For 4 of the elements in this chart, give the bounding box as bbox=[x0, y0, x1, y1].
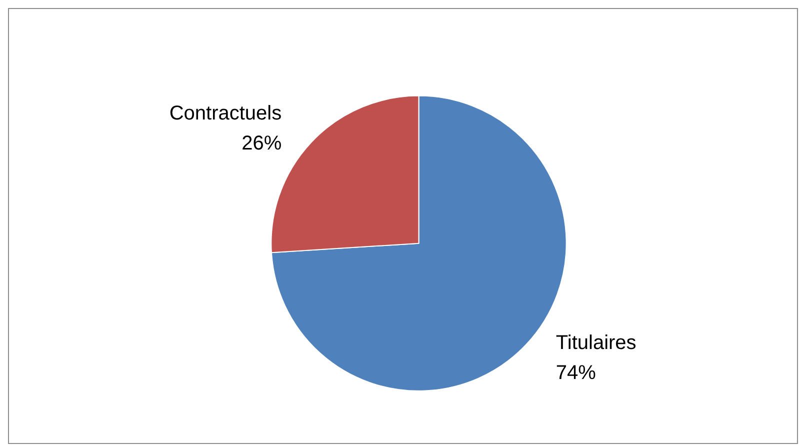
data-label: 26% bbox=[242, 132, 282, 155]
slice-label: Contractuels bbox=[169, 102, 282, 125]
slice-label: Titulaires bbox=[556, 332, 636, 354]
data-label: 74% bbox=[556, 362, 596, 384]
